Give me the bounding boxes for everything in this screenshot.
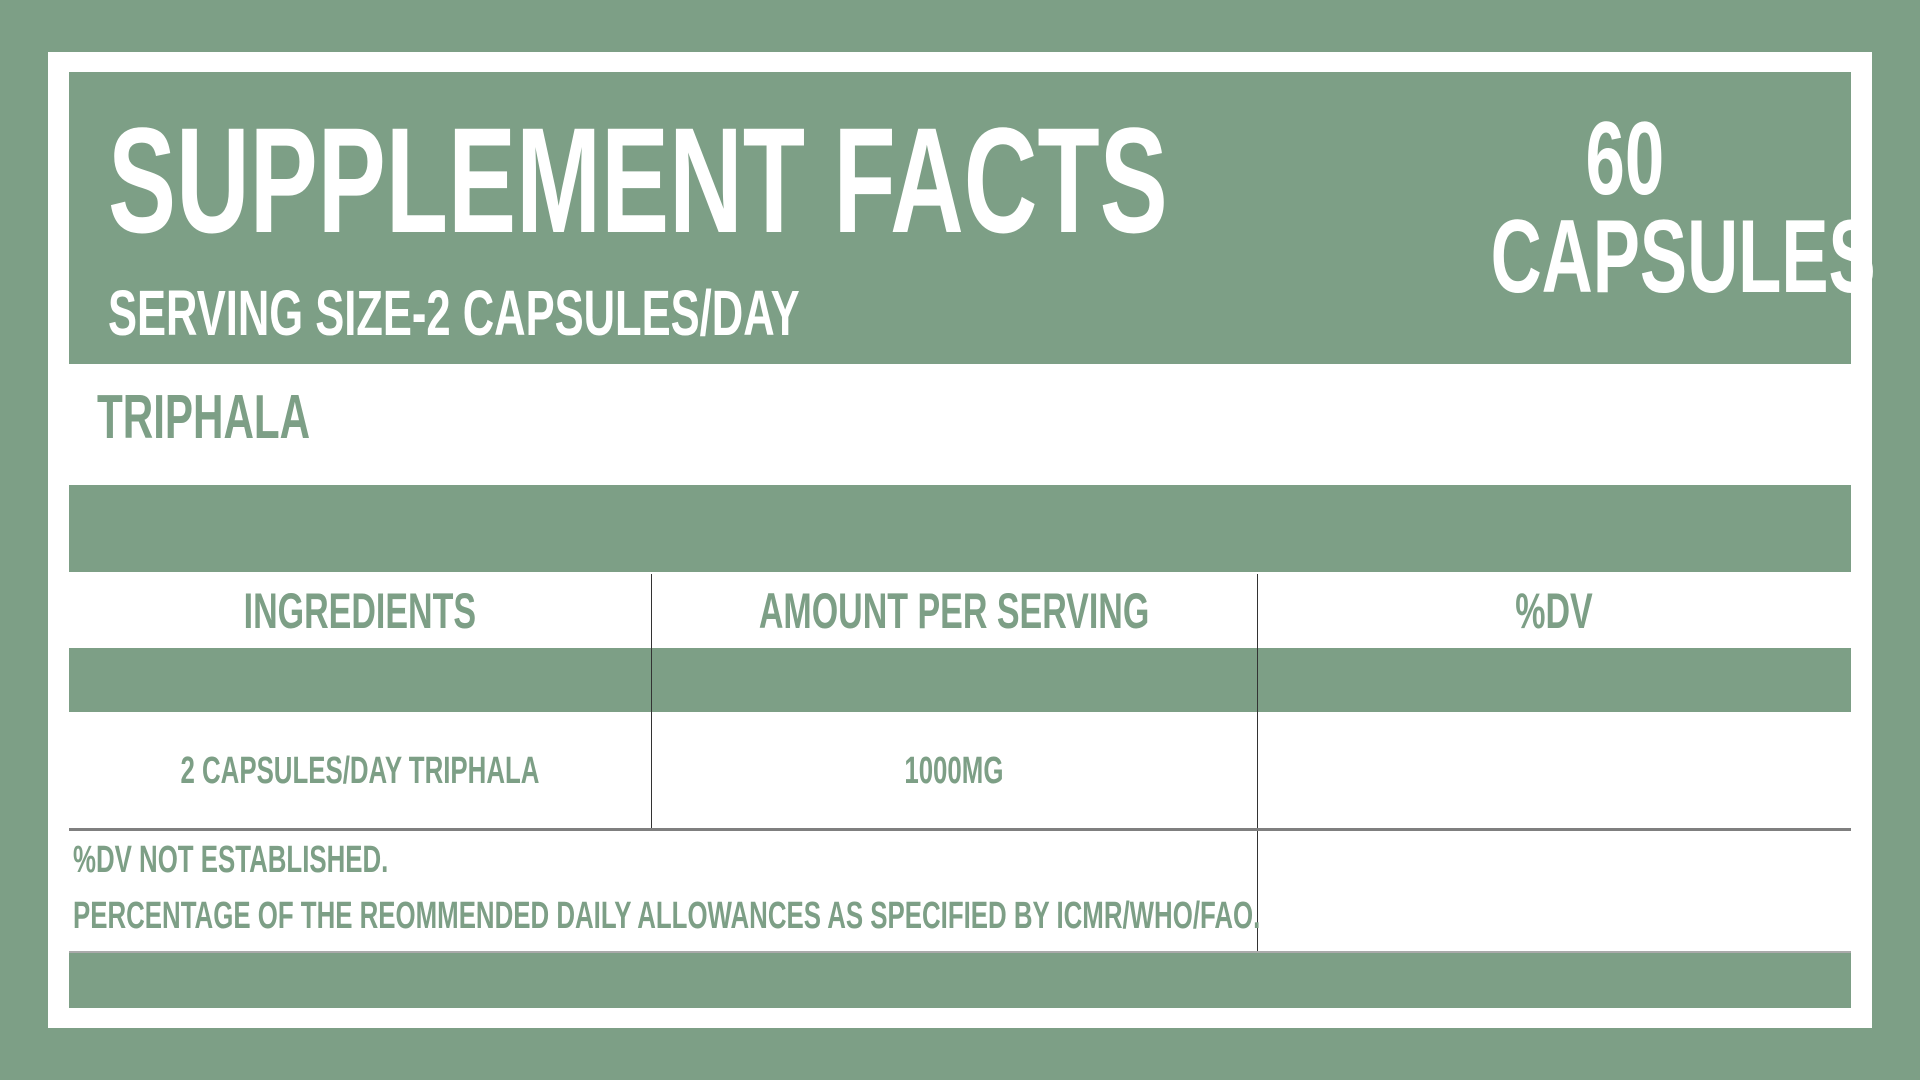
page-title: SUPPLEMENT FACTS bbox=[108, 96, 1168, 264]
capsule-unit: CAPSULES bbox=[1490, 199, 1876, 315]
row-divider bbox=[69, 828, 1851, 831]
table-row-dv bbox=[1257, 712, 1851, 830]
col-header-dv: %DV bbox=[1515, 583, 1593, 639]
column-divider bbox=[1257, 574, 1258, 952]
col-header-ingredients: INGREDIENTS bbox=[243, 583, 477, 639]
table-subheader-band bbox=[69, 648, 1851, 712]
product-name: TRIPHALA bbox=[97, 383, 311, 452]
col-header-amount: AMOUNT PER SERVING bbox=[758, 583, 1150, 639]
table-row-amount: 1000MG bbox=[904, 749, 1004, 792]
column-divider bbox=[651, 574, 652, 830]
header-band bbox=[69, 72, 1851, 364]
serving-size: SERVING SIZE-2 CAPSULES/DAY bbox=[108, 277, 800, 349]
capsule-count: 60 bbox=[1585, 101, 1665, 217]
bottom-band bbox=[69, 953, 1851, 1008]
row-divider bbox=[69, 951, 1851, 953]
divider-band bbox=[69, 485, 1851, 572]
footnote-dv: %DV NOT ESTABLISHED. bbox=[73, 839, 389, 881]
footnote-rda: PERCENTAGE OF THE REOMMENDED DAILY ALLOW… bbox=[73, 895, 1261, 937]
table-row-ingredient: 2 CAPSULES/DAY TRIPHALA bbox=[180, 749, 540, 792]
